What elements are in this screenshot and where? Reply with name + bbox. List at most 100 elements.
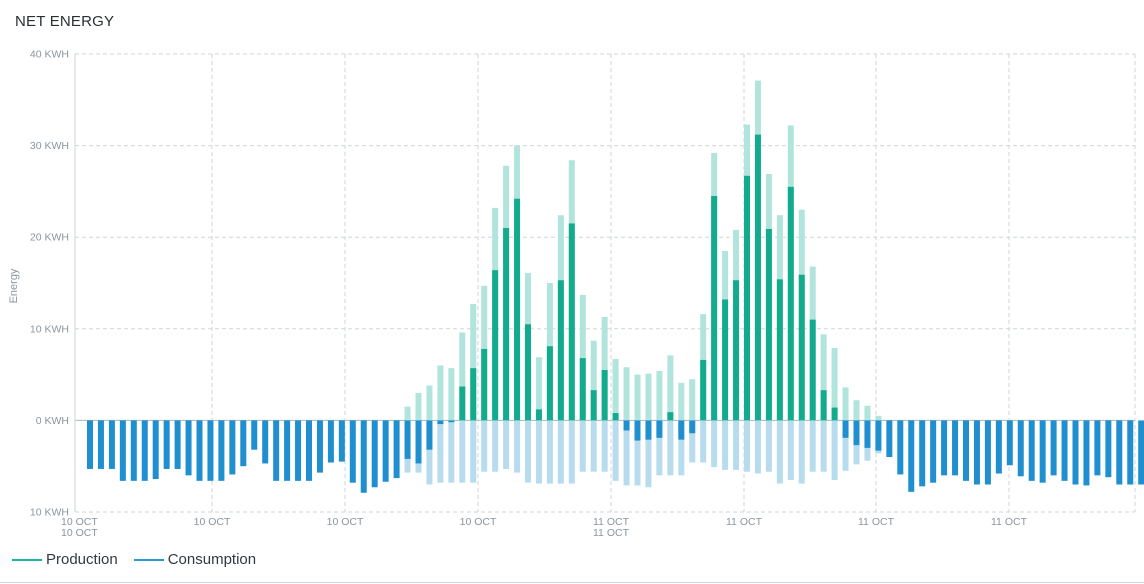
net-production-bar	[601, 370, 608, 421]
x-tick-label: 11 OCT	[991, 516, 1028, 528]
x-tick-label: 10 OCT	[61, 516, 98, 528]
production-bar	[459, 332, 466, 421]
net-energy-chart: 40 KWH 30 KWH 20 KWH 10 KWH 0 KWH 10 KWH 10 O…	[8, 49, 1144, 539]
net-production-bar	[820, 390, 827, 421]
x-tick-label: 10 OCT	[194, 516, 231, 528]
net-production-bar	[481, 348, 488, 421]
net-consumption-bar	[919, 420, 926, 487]
production-bar	[820, 334, 827, 421]
net-production-bar	[459, 386, 466, 421]
production-bar	[437, 365, 444, 421]
consumption-bar	[689, 420, 696, 463]
net-consumption-bar	[185, 420, 192, 476]
net-production-bar	[754, 134, 761, 421]
net-consumption-bar	[842, 420, 849, 438]
legend-item-consumption[interactable]: Consumption	[133, 551, 257, 568]
bottom-divider	[0, 582, 1144, 583]
net-consumption-bar	[1116, 420, 1123, 485]
net-production-bar	[546, 346, 553, 421]
net-consumption-bar	[316, 420, 323, 473]
net-consumption-bar	[273, 420, 280, 481]
net-consumption-bar	[1061, 420, 1068, 481]
net-consumption-bar	[251, 420, 258, 450]
net-consumption-bar	[941, 420, 948, 476]
net-consumption-bar	[973, 420, 980, 485]
net-production-bar	[787, 186, 794, 421]
production-bar	[667, 355, 674, 421]
chart-title: NET ENERGY	[15, 13, 115, 30]
net-production-bar	[831, 407, 838, 421]
legend: Production Consumption	[12, 551, 272, 568]
production-bar	[678, 382, 685, 421]
production-bar	[689, 379, 696, 421]
consumption-bar	[733, 420, 740, 470]
y-axis-label: Energy	[8, 268, 20, 303]
production-bar	[579, 294, 586, 421]
consumption-bar	[623, 420, 630, 486]
net-production-bar	[612, 413, 619, 421]
net-consumption-bar	[349, 420, 356, 483]
production-bar	[853, 400, 860, 421]
consumption-bar	[667, 420, 674, 476]
net-consumption-bar	[995, 420, 1002, 474]
consumption-bar	[426, 420, 433, 485]
net-consumption-bar	[108, 420, 115, 469]
net-consumption-bar	[623, 420, 630, 431]
net-consumption-bar	[1105, 420, 1112, 478]
y-tick-label: 10 KWH	[30, 507, 69, 519]
net-consumption-bar	[141, 420, 148, 481]
x-tick-label: 10 OCT	[460, 516, 497, 528]
net-consumption-bar	[163, 420, 170, 469]
legend-swatch-production	[12, 558, 42, 561]
net-production-bar	[722, 299, 729, 421]
consumption-bar	[776, 420, 783, 484]
net-consumption-bar	[174, 420, 181, 469]
production-bar	[470, 304, 477, 421]
net-production-bar	[744, 175, 750, 421]
consumption-bar	[820, 420, 827, 472]
production-bar	[623, 367, 630, 421]
net-production-bar	[492, 270, 499, 421]
net-consumption-bar	[415, 420, 422, 464]
net-consumption-bar	[1017, 420, 1024, 477]
net-consumption-bar	[875, 420, 882, 451]
consumption-bar	[809, 420, 816, 472]
net-consumption-bar	[984, 420, 991, 485]
consumption-bar	[656, 420, 663, 476]
production-bar	[864, 405, 871, 421]
y-tick-label: 30 KWH	[30, 140, 69, 152]
consumption-bar	[831, 420, 838, 480]
net-consumption-bar	[634, 420, 641, 441]
net-production-bar	[514, 198, 521, 421]
net-consumption-bar	[196, 420, 203, 481]
x-tick-label: 11 OCT	[858, 516, 895, 528]
net-consumption-bar	[360, 420, 367, 493]
net-consumption-bar	[656, 420, 663, 438]
consumption-bar	[798, 420, 805, 484]
net-consumption-bar	[306, 420, 312, 481]
production-bar	[404, 406, 411, 421]
net-consumption-bar	[393, 420, 400, 479]
consumption-bar	[546, 420, 553, 484]
net-consumption-bar	[908, 420, 915, 492]
legend-label-consumption: Consumption	[167, 551, 257, 568]
x-tick-label: 11 OCT	[726, 516, 763, 528]
production-bar	[535, 357, 542, 421]
net-consumption-bar	[1138, 420, 1144, 485]
net-consumption-bar	[1039, 420, 1046, 483]
net-consumption-bar	[404, 420, 411, 459]
legend-item-production[interactable]: Production	[12, 551, 118, 568]
consumption-bar	[700, 420, 707, 463]
net-consumption-bar	[853, 420, 860, 446]
consumption-bar	[601, 420, 608, 472]
production-bar	[831, 348, 838, 421]
y-tick-label: 40 KWH	[30, 49, 69, 61]
x-tick-label: 10 OCT	[327, 516, 364, 528]
net-production-bar	[470, 368, 477, 421]
net-production-bar	[776, 279, 783, 421]
consumption-bar	[503, 420, 510, 469]
net-production-bar	[525, 324, 531, 421]
net-consumption-bar	[864, 420, 871, 448]
net-consumption-bar	[437, 420, 444, 425]
production-bar	[426, 385, 433, 421]
